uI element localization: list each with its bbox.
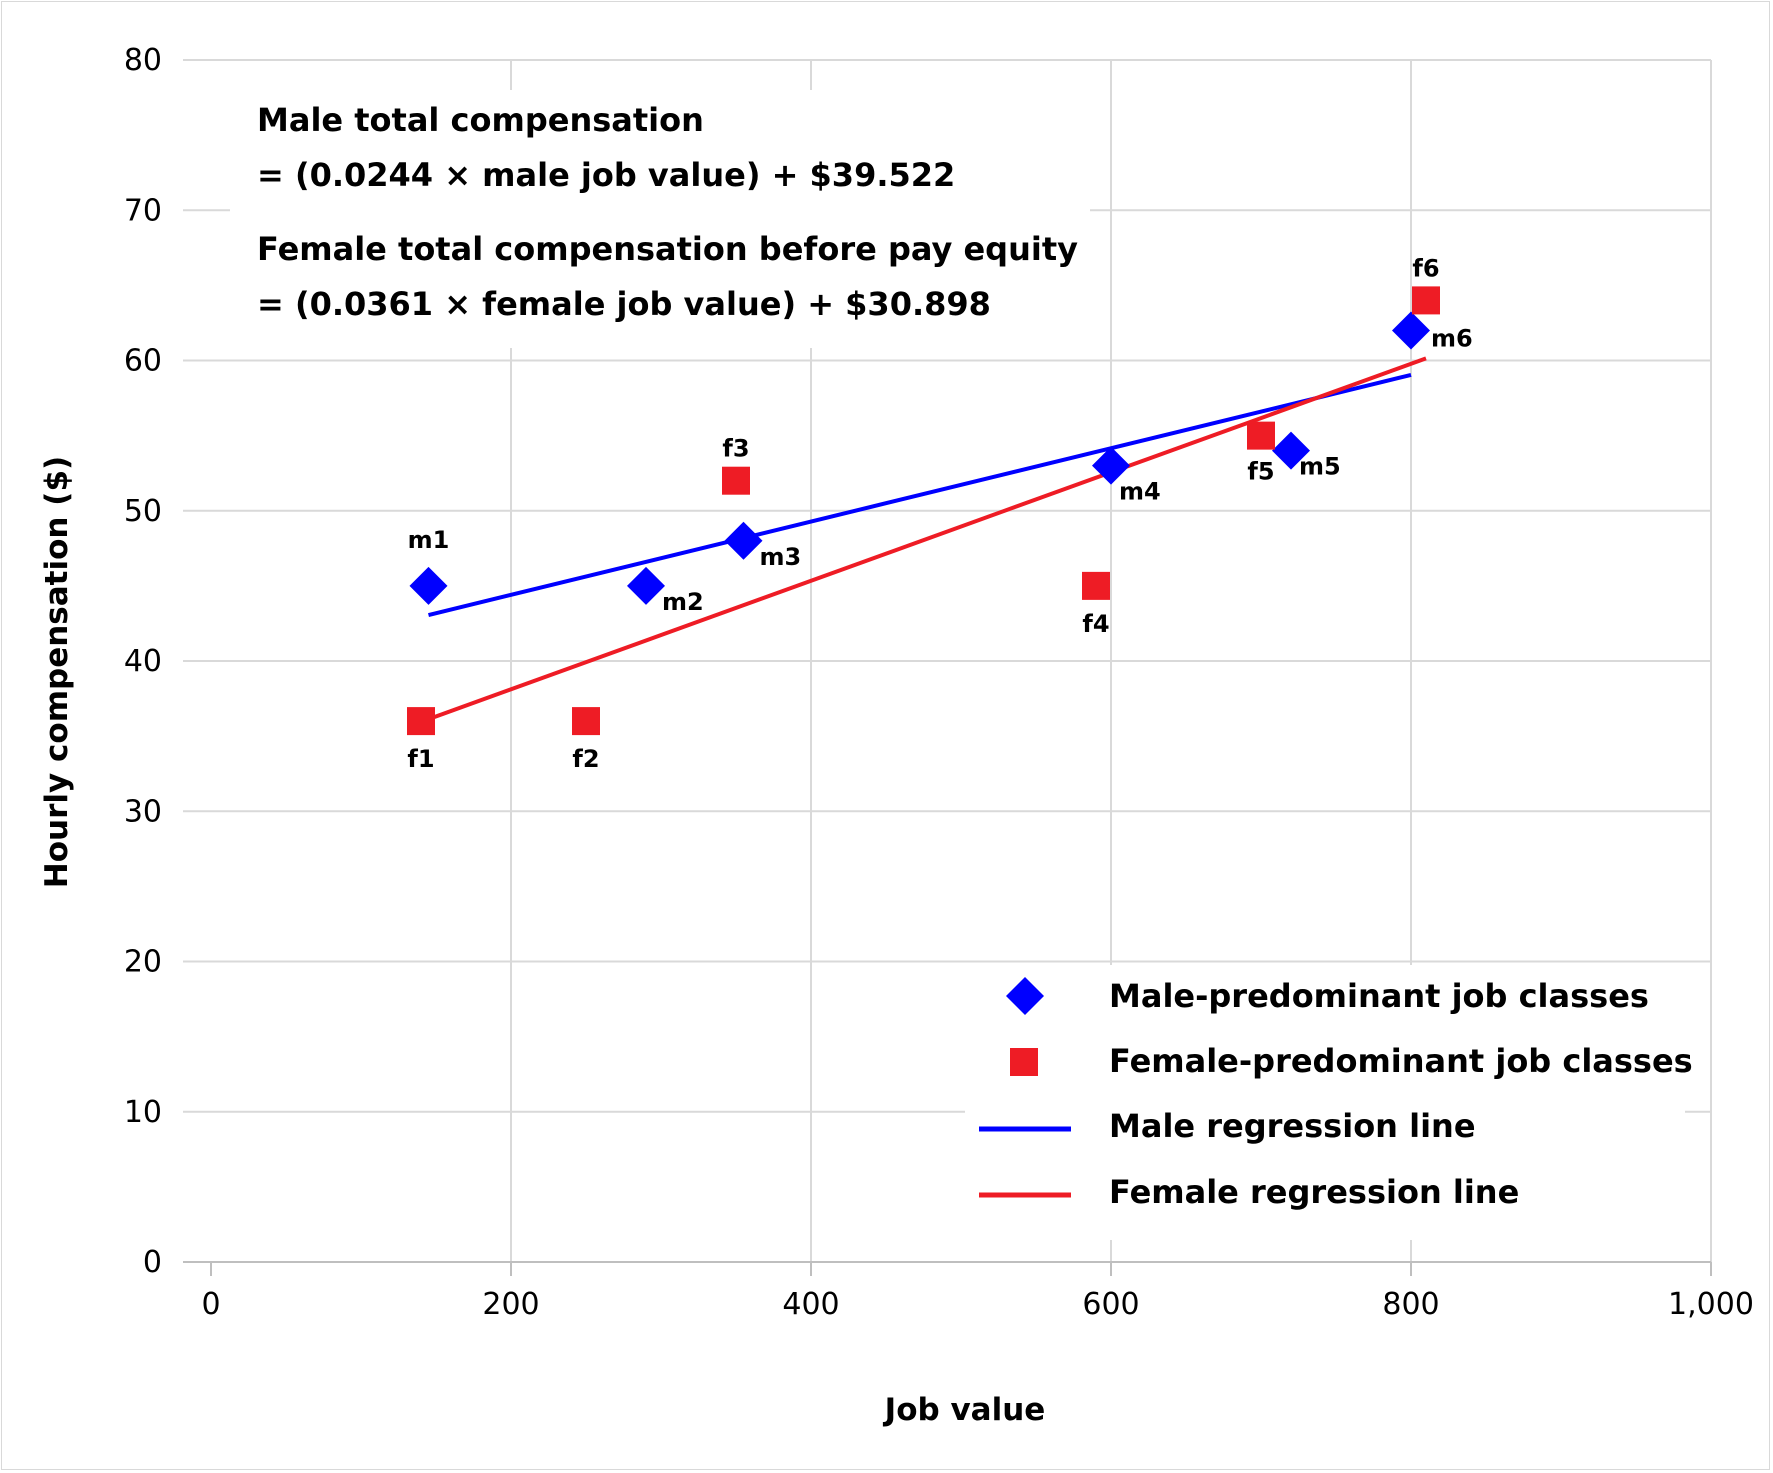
y-tick-label: 70 xyxy=(124,193,162,228)
legend-label-female-line: Female regression line xyxy=(1109,1173,1519,1211)
x-tick-label: 0 xyxy=(201,1287,220,1322)
female-equation-formula: = (0.0361 × female job value) + $30.898 xyxy=(257,285,991,323)
female-point-f4 xyxy=(1082,571,1110,600)
x-tick-label: 200 xyxy=(482,1287,539,1322)
female-point-f3 xyxy=(722,466,750,495)
y-tick-label: 50 xyxy=(124,494,162,529)
point-label-f5: f5 xyxy=(1247,458,1274,486)
point-label-f2: f2 xyxy=(572,745,599,773)
axes: 0 200 400 600 800 1,000 0 10 20 30 40 50 60 70 80 Job v… xyxy=(39,43,1754,1428)
female-point-f5 xyxy=(1247,421,1275,450)
male-equation-formula: = (0.0244 × male job value) + $39.522 xyxy=(257,156,955,194)
y-tick-label: 40 xyxy=(124,644,162,679)
y-axis-title: Hourly compensation ($) xyxy=(39,456,75,888)
point-label-m3: m3 xyxy=(760,543,802,571)
male-point-m5 xyxy=(1272,431,1310,470)
legend-label-male-classes: Male-predominant job classes xyxy=(1109,977,1649,1015)
x-tick-label: 800 xyxy=(1382,1287,1439,1322)
male-equation-title: Male total compensation xyxy=(257,101,704,139)
y-tick-label: 10 xyxy=(124,1095,162,1130)
point-labels: m1 m2 m3 m4 m5 m6 f1 f2 f3 f4 f5 f6 xyxy=(407,254,1472,773)
point-label-f1: f1 xyxy=(407,745,434,773)
female-point-f2 xyxy=(572,707,600,736)
male-point-m2 xyxy=(627,566,665,605)
y-tick-label: 0 xyxy=(143,1245,162,1280)
point-label-f4: f4 xyxy=(1082,610,1109,638)
y-tick-label: 20 xyxy=(124,945,162,980)
point-label-m4: m4 xyxy=(1119,478,1161,506)
x-tick-label: 400 xyxy=(782,1287,839,1322)
point-label-f3: f3 xyxy=(722,435,749,463)
point-label-m1: m1 xyxy=(408,526,450,554)
y-tick-label: 30 xyxy=(124,794,162,829)
male-point-m3 xyxy=(724,521,763,560)
legend-background xyxy=(965,965,1685,1240)
female-regression-line xyxy=(420,356,1427,724)
legend-label-male-line: Male regression line xyxy=(1109,1107,1476,1145)
point-label-m6: m6 xyxy=(1431,324,1473,352)
male-point-m6 xyxy=(1392,311,1430,350)
y-tick-label: 80 xyxy=(124,43,162,78)
female-point-f1 xyxy=(407,707,435,736)
legend: Male-predominant job classes Female-pred… xyxy=(965,965,1693,1240)
x-tick-label: 1,000 xyxy=(1668,1287,1754,1322)
point-label-m5: m5 xyxy=(1299,453,1341,481)
data-points xyxy=(407,286,1440,736)
male-point-m4 xyxy=(1092,446,1130,485)
legend-label-female-classes: Female-predominant job classes xyxy=(1109,1042,1693,1080)
male-point-m1 xyxy=(409,566,448,605)
regression-lines xyxy=(420,356,1427,724)
regression-equations: Male total compensation = (0.0244 × male… xyxy=(257,101,1078,323)
female-point-f6 xyxy=(1412,286,1440,315)
legend-square-marker xyxy=(1010,1048,1038,1076)
legend-diamond-marker xyxy=(1006,977,1044,1015)
x-tick-label: 600 xyxy=(1082,1287,1139,1322)
x-axis-title: Job value xyxy=(883,1392,1046,1428)
point-label-f6: f6 xyxy=(1412,254,1439,282)
female-equation-title: Female total compensation before pay equ… xyxy=(257,230,1078,268)
male-regression-line xyxy=(428,372,1412,617)
equation-background xyxy=(230,90,1090,348)
point-label-m2: m2 xyxy=(662,588,704,616)
y-tick-label: 60 xyxy=(124,344,162,379)
